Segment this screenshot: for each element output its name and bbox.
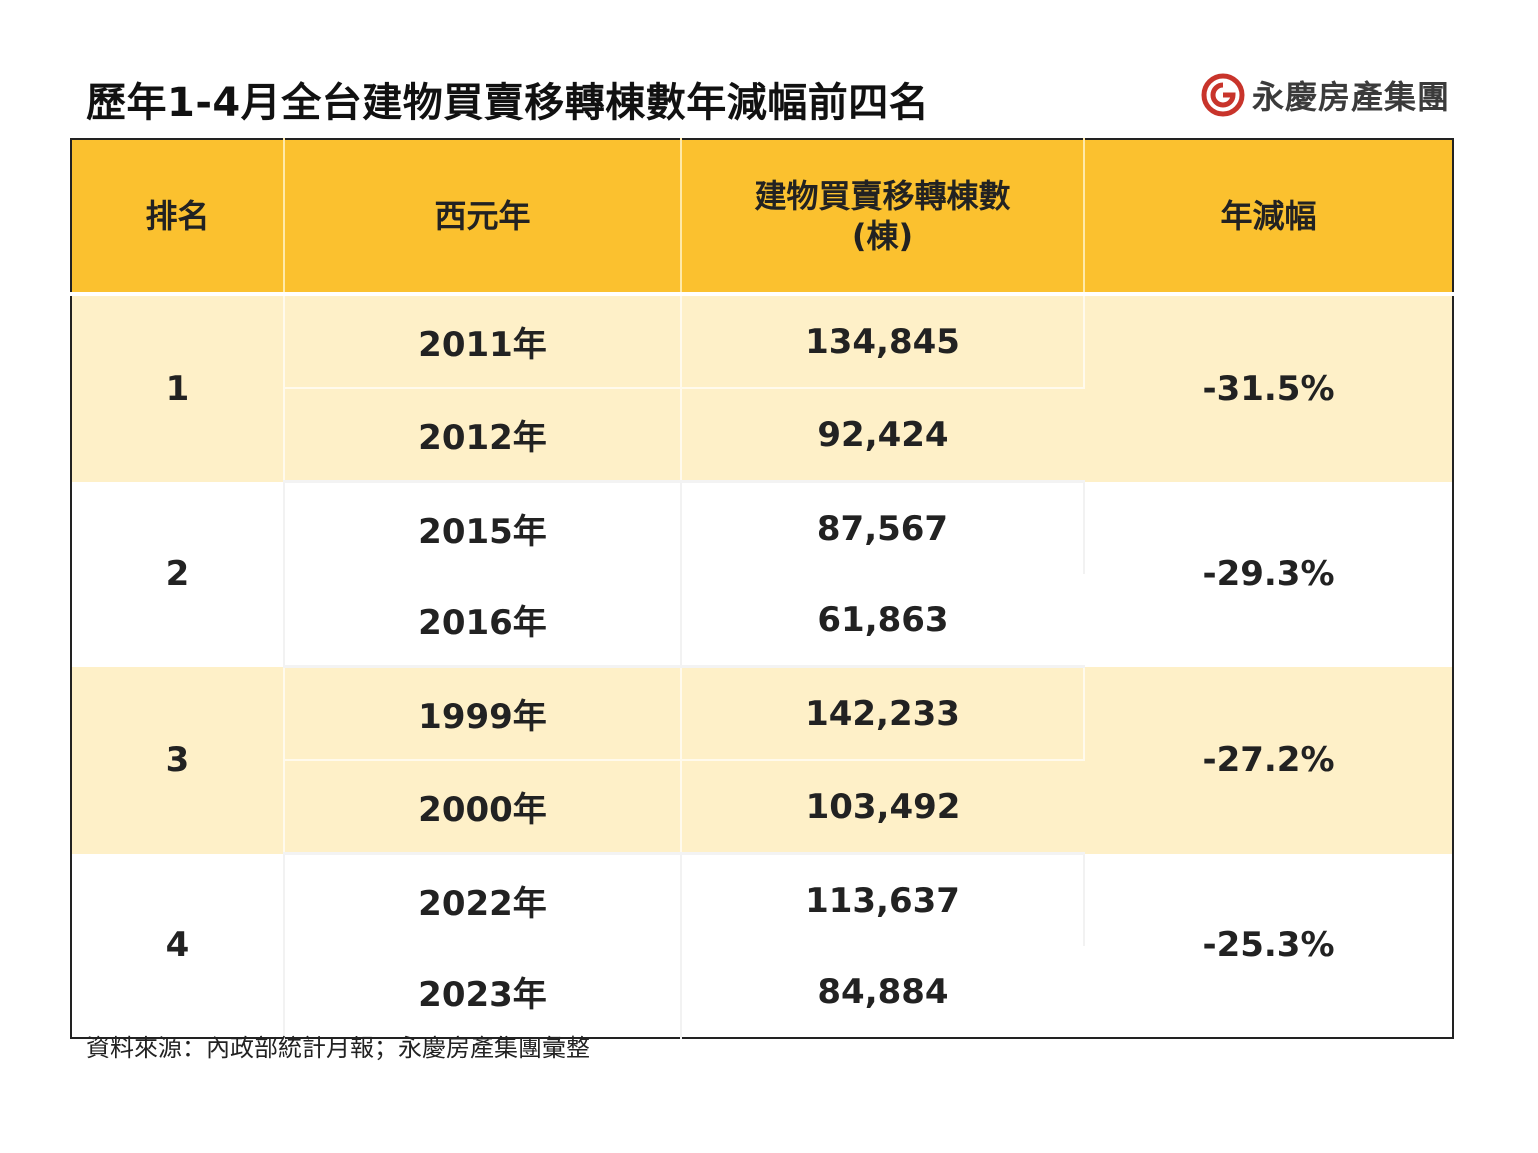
count-cell: 84,884 bbox=[681, 946, 1084, 1038]
brand-name: 永慶房產集團 bbox=[1251, 78, 1450, 116]
rank-cell: 1 bbox=[71, 294, 285, 482]
year-cell: 2000年 bbox=[284, 760, 682, 855]
year-cell: 2011年 bbox=[284, 294, 682, 389]
yungching-logo-icon bbox=[1201, 73, 1245, 117]
table-row: 2000年 103,492 bbox=[71, 760, 1453, 855]
table-header-row: 排名 西元年 建物買賣移轉棟數 (棟) 年減幅 bbox=[71, 139, 1453, 296]
brand: 永慶房產集團 bbox=[1200, 72, 1450, 118]
rank-cell: 4 bbox=[71, 853, 285, 1038]
count-cell: 134,845 bbox=[681, 294, 1085, 389]
table-row: 2016年 61,863 bbox=[71, 574, 1453, 668]
year-cell: 2023年 bbox=[284, 946, 682, 1038]
decline-cell: -31.5% bbox=[1084, 294, 1453, 482]
table-row: 2 2015年 87,567 -29.3% bbox=[71, 481, 1453, 667]
header-year: 西元年 bbox=[284, 139, 682, 296]
decline-cell: -25.3% bbox=[1084, 853, 1453, 1038]
rank-cell: 2 bbox=[71, 481, 285, 667]
table-row: 3 1999年 142,233 -27.2% bbox=[71, 666, 1453, 854]
count-cell: 103,492 bbox=[681, 760, 1084, 855]
year-cell: 2022年 bbox=[284, 853, 682, 946]
header-count-line1: 建物買賣移轉棟數 bbox=[754, 177, 1011, 215]
header-count: 建物買賣移轉棟數 (棟) bbox=[681, 139, 1085, 296]
decline-cell: -27.2% bbox=[1084, 666, 1453, 854]
page-title: 歷年1-4月全台建物買賣移轉棟數年減幅前四名 bbox=[86, 80, 930, 126]
count-cell: 92,424 bbox=[681, 388, 1084, 483]
count-cell: 61,863 bbox=[681, 574, 1084, 668]
count-cell: 113,637 bbox=[681, 853, 1085, 946]
table-row: 4 2022年 113,637 -25.3% bbox=[71, 853, 1453, 1038]
decline-cell: -29.3% bbox=[1084, 481, 1453, 667]
year-cell: 2015年 bbox=[284, 481, 682, 574]
count-cell: 87,567 bbox=[681, 481, 1085, 574]
header-rank: 排名 bbox=[71, 139, 285, 296]
count-cell: 142,233 bbox=[681, 666, 1085, 761]
year-cell: 2012年 bbox=[284, 388, 682, 483]
rank-cell: 3 bbox=[71, 666, 285, 854]
ranking-table: 排名 西元年 建物買賣移轉棟數 (棟) 年減幅 1 2011年 134,845 … bbox=[70, 138, 1454, 1039]
table-row: 1 2011年 134,845 -31.5% bbox=[71, 294, 1453, 482]
year-cell: 2016年 bbox=[284, 574, 682, 668]
header-decline: 年減幅 bbox=[1084, 139, 1453, 296]
table-row: 2023年 84,884 bbox=[71, 946, 1453, 1038]
table-row: 2012年 92,424 bbox=[71, 388, 1453, 483]
source-note: 資料來源：內政部統計月報；永慶房產集團彙整 bbox=[86, 1034, 590, 1062]
header-count-line2: (棟) bbox=[851, 217, 914, 255]
year-cell: 1999年 bbox=[284, 666, 682, 761]
